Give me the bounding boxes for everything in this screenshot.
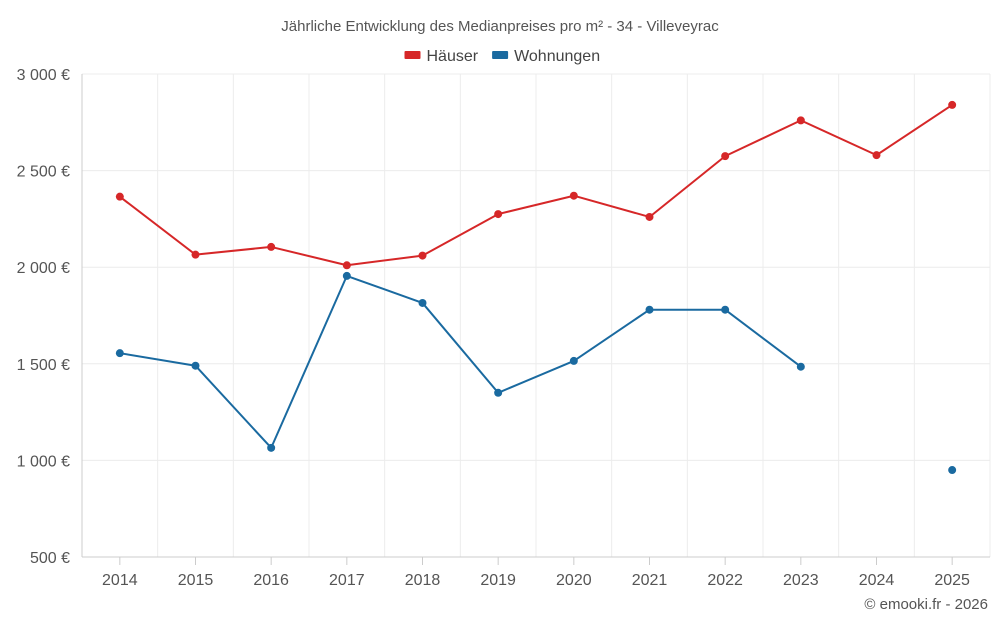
x-tick-label: 2021	[632, 572, 668, 589]
y-tick-label: 2 500 €	[17, 164, 70, 181]
credit-text: © emooki.fr - 2026	[864, 596, 988, 613]
data-point-apartments[interactable]	[796, 362, 805, 371]
series-line-houses	[119, 104, 953, 267]
data-point-houses[interactable]	[418, 251, 427, 260]
data-point-apartments[interactable]	[948, 466, 957, 475]
y-tick-label: 1 500 €	[17, 357, 70, 374]
x-tick-label: 2017	[329, 572, 365, 589]
legend-item-apartments[interactable]: Wohnungen	[492, 48, 600, 65]
legend-swatch	[492, 51, 509, 59]
y-tick-label: 3 000 €	[17, 67, 70, 84]
y-tick-label: 1 000 €	[17, 453, 70, 470]
legend: Häuser Wohnungen	[404, 48, 600, 65]
data-point-apartments[interactable]	[342, 271, 351, 280]
data-point-houses[interactable]	[569, 191, 578, 200]
y-tick-label: 500 €	[30, 550, 70, 567]
data-point-houses[interactable]	[872, 151, 881, 160]
chart-title: Jährliche Entwicklung des Medianpreises …	[281, 18, 719, 35]
data-point-apartments[interactable]	[645, 305, 654, 314]
data-point-houses[interactable]	[342, 261, 351, 270]
data-point-houses[interactable]	[191, 250, 200, 259]
data-point-apartments[interactable]	[721, 305, 730, 314]
data-point-apartments[interactable]	[569, 356, 578, 365]
data-point-houses[interactable]	[494, 210, 503, 219]
legend-label: Häuser	[427, 48, 479, 65]
x-tick-label: 2014	[102, 572, 138, 589]
x-tick-label: 2024	[859, 572, 895, 589]
data-point-houses[interactable]	[721, 152, 730, 161]
x-tick-label: 2022	[707, 572, 743, 589]
data-point-apartments[interactable]	[418, 298, 427, 307]
series-layer	[115, 100, 957, 475]
data-point-houses[interactable]	[796, 116, 805, 125]
series-line-apartments	[119, 274, 802, 449]
legend-swatch	[404, 51, 421, 59]
legend-label: Wohnungen	[514, 48, 600, 65]
x-axis: 2014 2015 2016 2017 2018 2019 2020 2021 2022 2023…	[102, 557, 970, 589]
x-tick-label: 2025	[934, 572, 970, 589]
data-point-houses[interactable]	[115, 192, 124, 201]
data-point-houses[interactable]	[645, 212, 654, 221]
legend-item-houses[interactable]: Häuser	[404, 48, 479, 65]
y-axis: 500 € 1 000 € 1 500 € 2 000 € 2 500 € 3 000 €	[17, 67, 70, 567]
x-tick-label: 2019	[480, 572, 516, 589]
y-tick-label: 2 000 €	[17, 260, 70, 277]
gridlines	[81, 73, 991, 558]
x-tick-label: 2015	[178, 572, 214, 589]
x-tick-label: 2020	[556, 572, 592, 589]
data-point-apartments[interactable]	[267, 443, 276, 452]
data-point-apartments[interactable]	[115, 349, 124, 358]
x-tick-label: 2018	[405, 572, 441, 589]
data-point-apartments[interactable]	[191, 361, 200, 370]
data-point-apartments[interactable]	[494, 388, 503, 397]
data-point-houses[interactable]	[267, 242, 276, 251]
x-tick-label: 2016	[253, 572, 289, 589]
x-tick-label: 2023	[783, 572, 819, 589]
data-point-houses[interactable]	[948, 100, 957, 109]
